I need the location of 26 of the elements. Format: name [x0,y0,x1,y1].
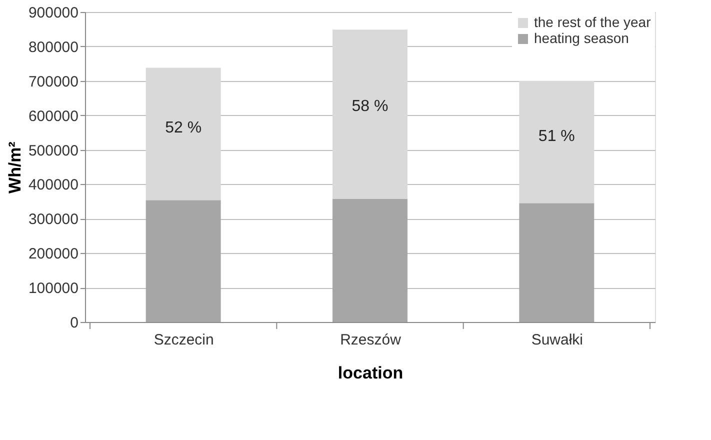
legend-label: the rest of the year [534,14,652,30]
bar [519,80,594,204]
x-axis-title: location [338,364,404,382]
bar [146,200,221,322]
x-tick-label: Suwałki [531,332,584,348]
annotation: 58 % [352,98,388,115]
x-tick-label: Rzeszów [340,332,402,348]
annotation: 51 % [538,128,575,145]
y-tick-label: 900000 [28,4,78,22]
x-tick-label: Szczecin [154,332,214,348]
legend-label: heating season [534,30,629,46]
y-tick-label: 800000 [28,38,78,56]
bar [332,30,408,200]
y-axis-title: Wh/m² [5,141,24,194]
y-tick-label: 600000 [28,108,78,125]
bar [146,68,221,200]
y-tick-label: 400000 [28,176,78,194]
y-tick-label: 0 [70,314,78,332]
y-tick-label: 300000 [28,211,78,228]
y-tick-label: 200000 [28,246,78,263]
bar [519,203,594,322]
y-tick-label: 100000 [28,280,78,298]
annotation: 52 % [165,119,202,136]
y-tick-label: 700000 [28,73,78,90]
y-tick-label: 500000 [28,142,78,160]
bar [332,199,408,322]
